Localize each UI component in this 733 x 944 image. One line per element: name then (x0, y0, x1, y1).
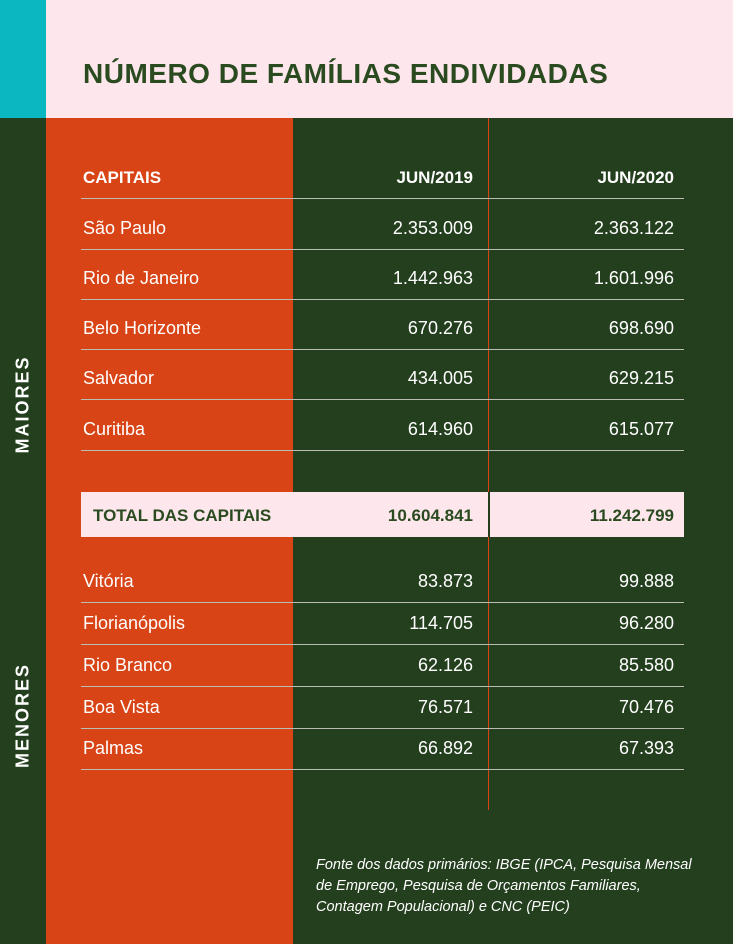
value-jun2019: 1.442.963 (392, 268, 473, 288)
total-jun2020: 11.242.799 (589, 506, 674, 525)
table-header-row: CAPITAIS JUN/2019 JUN/2020 (81, 149, 684, 199)
value-jun2019: 66.892 (417, 738, 473, 758)
city-name: Rio de Janeiro (83, 268, 200, 288)
table-row: São Paulo 2.353.009 2.363.122 (81, 200, 684, 250)
value-jun2019: 2.353.009 (392, 218, 473, 238)
value-jun2019: 83.873 (417, 571, 473, 591)
city-name: Vitória (83, 571, 134, 591)
value-jun2020: 629.215 (608, 368, 674, 388)
total-label: TOTAL DAS CAPITAIS (93, 506, 272, 525)
total-jun2019: 10.604.841 (387, 506, 473, 525)
city-name: Salvador (83, 368, 155, 388)
table-row: Belo Horizonte 670.276 698.690 (81, 300, 684, 350)
value-jun2019: 670.276 (407, 318, 473, 338)
total-row: TOTAL DAS CAPITAIS 10.604.841 11.242.799 (81, 492, 684, 537)
table-row: Rio Branco 62.126 85.580 (81, 645, 684, 687)
table-row: Boa Vista 76.571 70.476 (81, 687, 684, 729)
column-divider (488, 118, 489, 810)
section-label-menores: MENORES (12, 663, 33, 769)
value-jun2019: 76.571 (417, 697, 473, 717)
value-jun2020: 96.280 (618, 613, 674, 633)
source-note: Fonte dos dados primários: IBGE (IPCA, P… (316, 857, 692, 915)
value-jun2020: 1.601.996 (593, 268, 674, 288)
total-divider (488, 492, 490, 537)
city-name: Palmas (83, 738, 144, 758)
value-jun2020: 698.690 (608, 318, 674, 338)
city-name: Florianópolis (83, 613, 186, 633)
value-jun2019: 614.960 (407, 419, 473, 439)
value-jun2020: 67.393 (618, 738, 674, 758)
city-name: Boa Vista (83, 697, 160, 717)
page-title: NÚMERO DE FAMÍLIAS ENDIVIDADAS (83, 58, 609, 89)
header-jun2019: JUN/2019 (396, 168, 473, 187)
table-row: Curitiba 614.960 615.077 (81, 401, 684, 451)
city-name: Rio Branco (83, 655, 173, 675)
value-jun2019: 114.705 (409, 613, 473, 633)
table-row: Salvador 434.005 629.215 (81, 350, 684, 400)
table-row: Florianópolis 114.705 96.280 (81, 603, 684, 645)
header-band (0, 0, 733, 118)
value-jun2020: 99.888 (618, 571, 674, 591)
value-jun2020: 615.077 (608, 419, 674, 439)
header-capitais: CAPITAIS (83, 168, 162, 187)
value-jun2019: 434.005 (407, 368, 473, 388)
city-name: Belo Horizonte (83, 318, 202, 338)
table-row: Rio de Janeiro 1.442.963 1.601.996 (81, 250, 684, 300)
side-band (0, 118, 46, 944)
value-jun2019: 62.126 (417, 655, 473, 675)
teal-accent (0, 0, 46, 118)
section-label-maiores: MAIORES (12, 355, 33, 454)
header-jun2020: JUN/2020 (597, 168, 674, 187)
value-jun2020: 2.363.122 (593, 218, 674, 238)
value-jun2020: 85.580 (618, 655, 674, 675)
table-row: Vitória 83.873 99.888 (81, 553, 684, 603)
city-name: São Paulo (83, 218, 167, 238)
value-jun2020: 70.476 (618, 697, 674, 717)
table-row: Palmas 66.892 67.393 (81, 729, 684, 770)
city-name: Curitiba (83, 419, 146, 439)
